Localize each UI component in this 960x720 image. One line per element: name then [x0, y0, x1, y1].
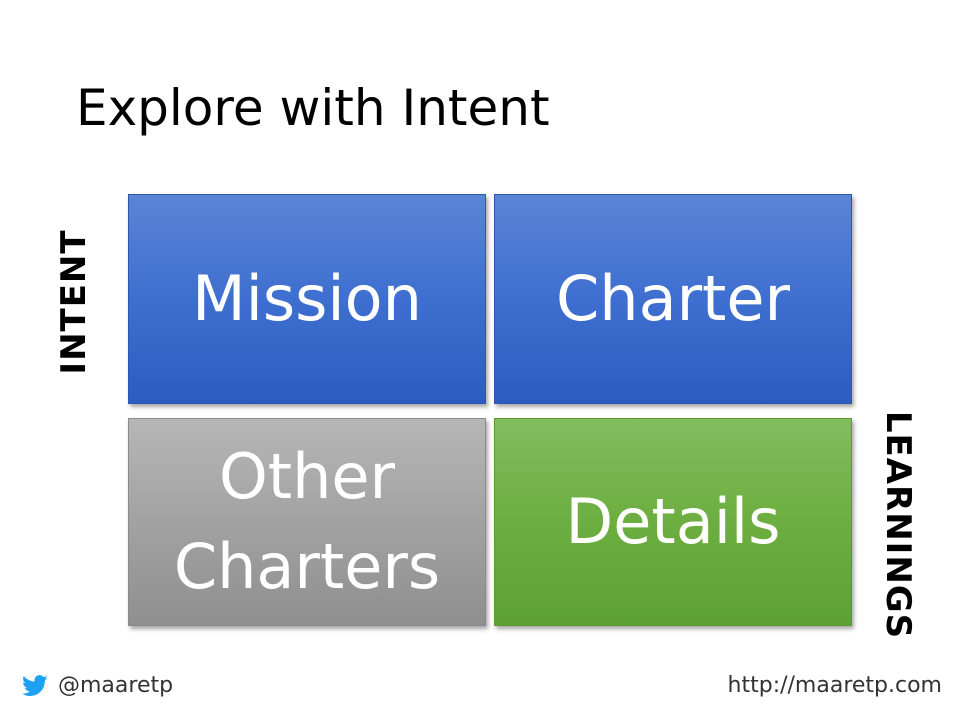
learnings-axis-label: LEARNINGS: [878, 410, 918, 640]
details-box: Details: [494, 418, 852, 626]
slide-title: Explore with Intent: [76, 79, 550, 137]
twitter-footer: @maaretp: [22, 670, 173, 702]
twitter-bird-icon: [22, 675, 48, 696]
other-charters-box: Other Charters: [128, 418, 486, 626]
charter-box: Charter: [494, 194, 852, 404]
details-label: Details: [565, 485, 781, 558]
twitter-handle: @maaretp: [58, 673, 174, 698]
footer-url: http://maaretp.com: [727, 673, 942, 698]
mission-label: Mission: [192, 262, 422, 335]
other-charters-line2: Charters: [173, 530, 441, 603]
other-charters-line1: Other: [218, 440, 396, 513]
mission-box: Mission: [128, 194, 486, 404]
charter-label: Charter: [555, 262, 790, 335]
other-charters-label: Other Charters: [174, 432, 440, 612]
intent-axis-label: INTENT: [54, 229, 94, 375]
